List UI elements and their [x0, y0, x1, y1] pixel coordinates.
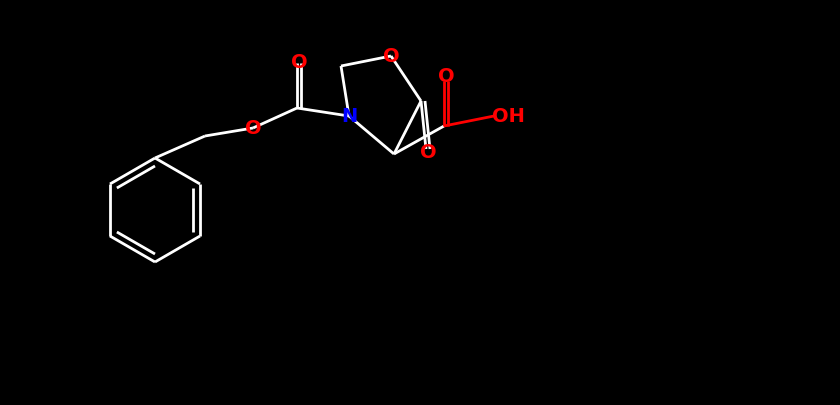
- Text: O: O: [420, 143, 436, 162]
- Text: N: N: [341, 107, 357, 126]
- Text: O: O: [438, 68, 454, 87]
- Text: OH: OH: [491, 107, 524, 126]
- Text: O: O: [244, 119, 261, 138]
- Text: O: O: [291, 53, 307, 72]
- Text: O: O: [383, 47, 399, 66]
